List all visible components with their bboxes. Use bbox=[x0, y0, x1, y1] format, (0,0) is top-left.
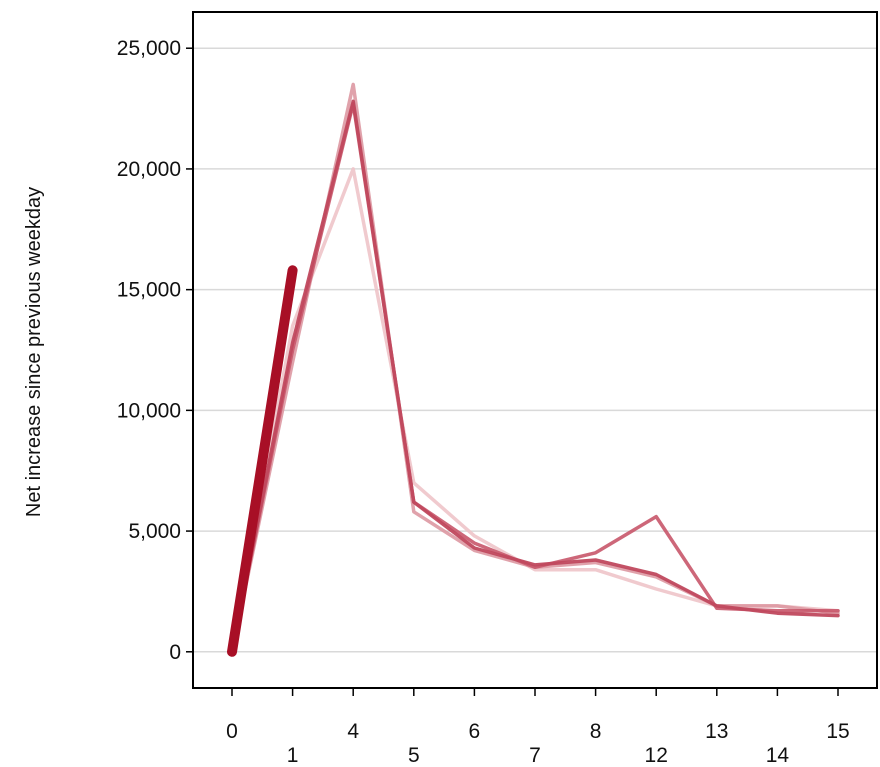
y-axis-ticks: 0 5,000 10,000 15,000 20,000 25,000 bbox=[117, 37, 193, 664]
y-axis-title: Net increase since previous weekday bbox=[23, 187, 45, 517]
y-tick-label-4: 20,000 bbox=[117, 158, 181, 181]
x-tick-label-5: 7 bbox=[529, 744, 541, 767]
y-tick-label-1: 5,000 bbox=[128, 520, 181, 543]
y-tick-label-3: 15,000 bbox=[117, 279, 181, 302]
series-lines bbox=[227, 82, 840, 657]
x-tick-label-10: 15 bbox=[826, 720, 849, 743]
x-tick-label-6: 8 bbox=[590, 720, 602, 743]
x-tick-label-3: 5 bbox=[408, 744, 420, 767]
series-line-4 bbox=[227, 265, 298, 657]
x-tick-label-0: 0 bbox=[226, 720, 238, 743]
y-tick-label-5: 25,000 bbox=[117, 37, 181, 60]
x-tick-label-7: 12 bbox=[645, 744, 668, 767]
x-tick-label-4: 6 bbox=[469, 720, 481, 743]
x-tick-label-2: 4 bbox=[347, 720, 359, 743]
x-tick-label-8: 13 bbox=[705, 720, 728, 743]
x-tick-label-9: 14 bbox=[766, 744, 790, 767]
y-tick-label-0: 0 bbox=[169, 641, 181, 664]
y-tick-label-2: 10,000 bbox=[117, 399, 181, 422]
series-line-3 bbox=[230, 99, 840, 654]
x-tick-label-1: 1 bbox=[287, 744, 299, 767]
